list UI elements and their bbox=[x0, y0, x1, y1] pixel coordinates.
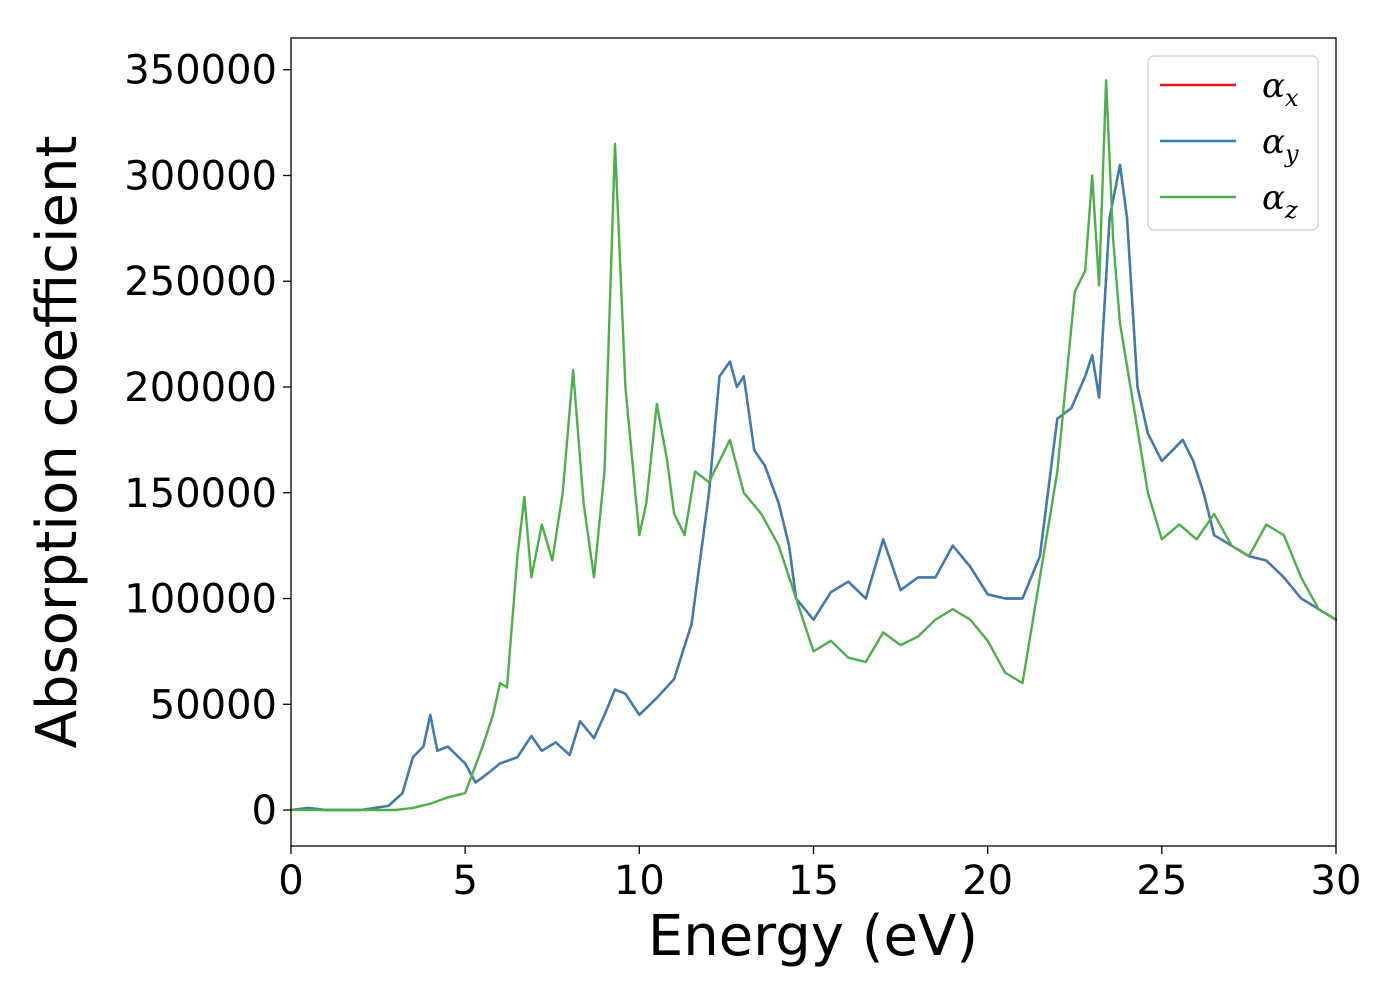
y-tick-label: 300000 bbox=[124, 153, 277, 199]
series-line-1 bbox=[289, 163, 1338, 812]
y-tick-label: 0 bbox=[252, 788, 277, 834]
y-tick-label: 200000 bbox=[124, 365, 277, 411]
y-tick-label: 50000 bbox=[150, 682, 277, 728]
x-tick-label: 10 bbox=[614, 858, 665, 904]
x-axis: 0 5 10 15 20 25 30 bbox=[278, 846, 1361, 904]
legend-entry-2: αy bbox=[1160, 122, 1299, 168]
y-tick-label: 100000 bbox=[124, 577, 277, 623]
x-axis-title: Energy (eV) bbox=[648, 904, 978, 969]
series-line-3 bbox=[289, 79, 1338, 812]
x-tick-label: 20 bbox=[962, 858, 1013, 904]
legend-entry-3: αz bbox=[1160, 178, 1298, 224]
x-tick-label: 30 bbox=[1311, 858, 1362, 904]
y-axis: 0 50000 100000 150000 200000 250000 300000 3500… bbox=[124, 48, 291, 834]
x-tick-label: 0 bbox=[278, 858, 303, 904]
y-tick-label: 150000 bbox=[124, 471, 277, 517]
curves-layer bbox=[289, 79, 1338, 812]
y-tick-label: 250000 bbox=[124, 259, 277, 305]
legend-label: αz bbox=[1262, 178, 1298, 224]
x-tick-label: 5 bbox=[452, 858, 477, 904]
legend: αx αy αz bbox=[1147, 55, 1319, 231]
legend-entry-1: αx bbox=[1160, 66, 1299, 112]
legend-label: αy bbox=[1262, 122, 1299, 168]
legend-box bbox=[1147, 55, 1319, 231]
y-tick-label: 350000 bbox=[124, 48, 277, 94]
legend-label: αx bbox=[1262, 66, 1299, 112]
x-tick-label: 25 bbox=[1136, 858, 1187, 904]
series-line-2 bbox=[289, 163, 1338, 812]
x-tick-label: 15 bbox=[788, 858, 839, 904]
y-axis-title: Absorption coefficient bbox=[25, 136, 90, 749]
